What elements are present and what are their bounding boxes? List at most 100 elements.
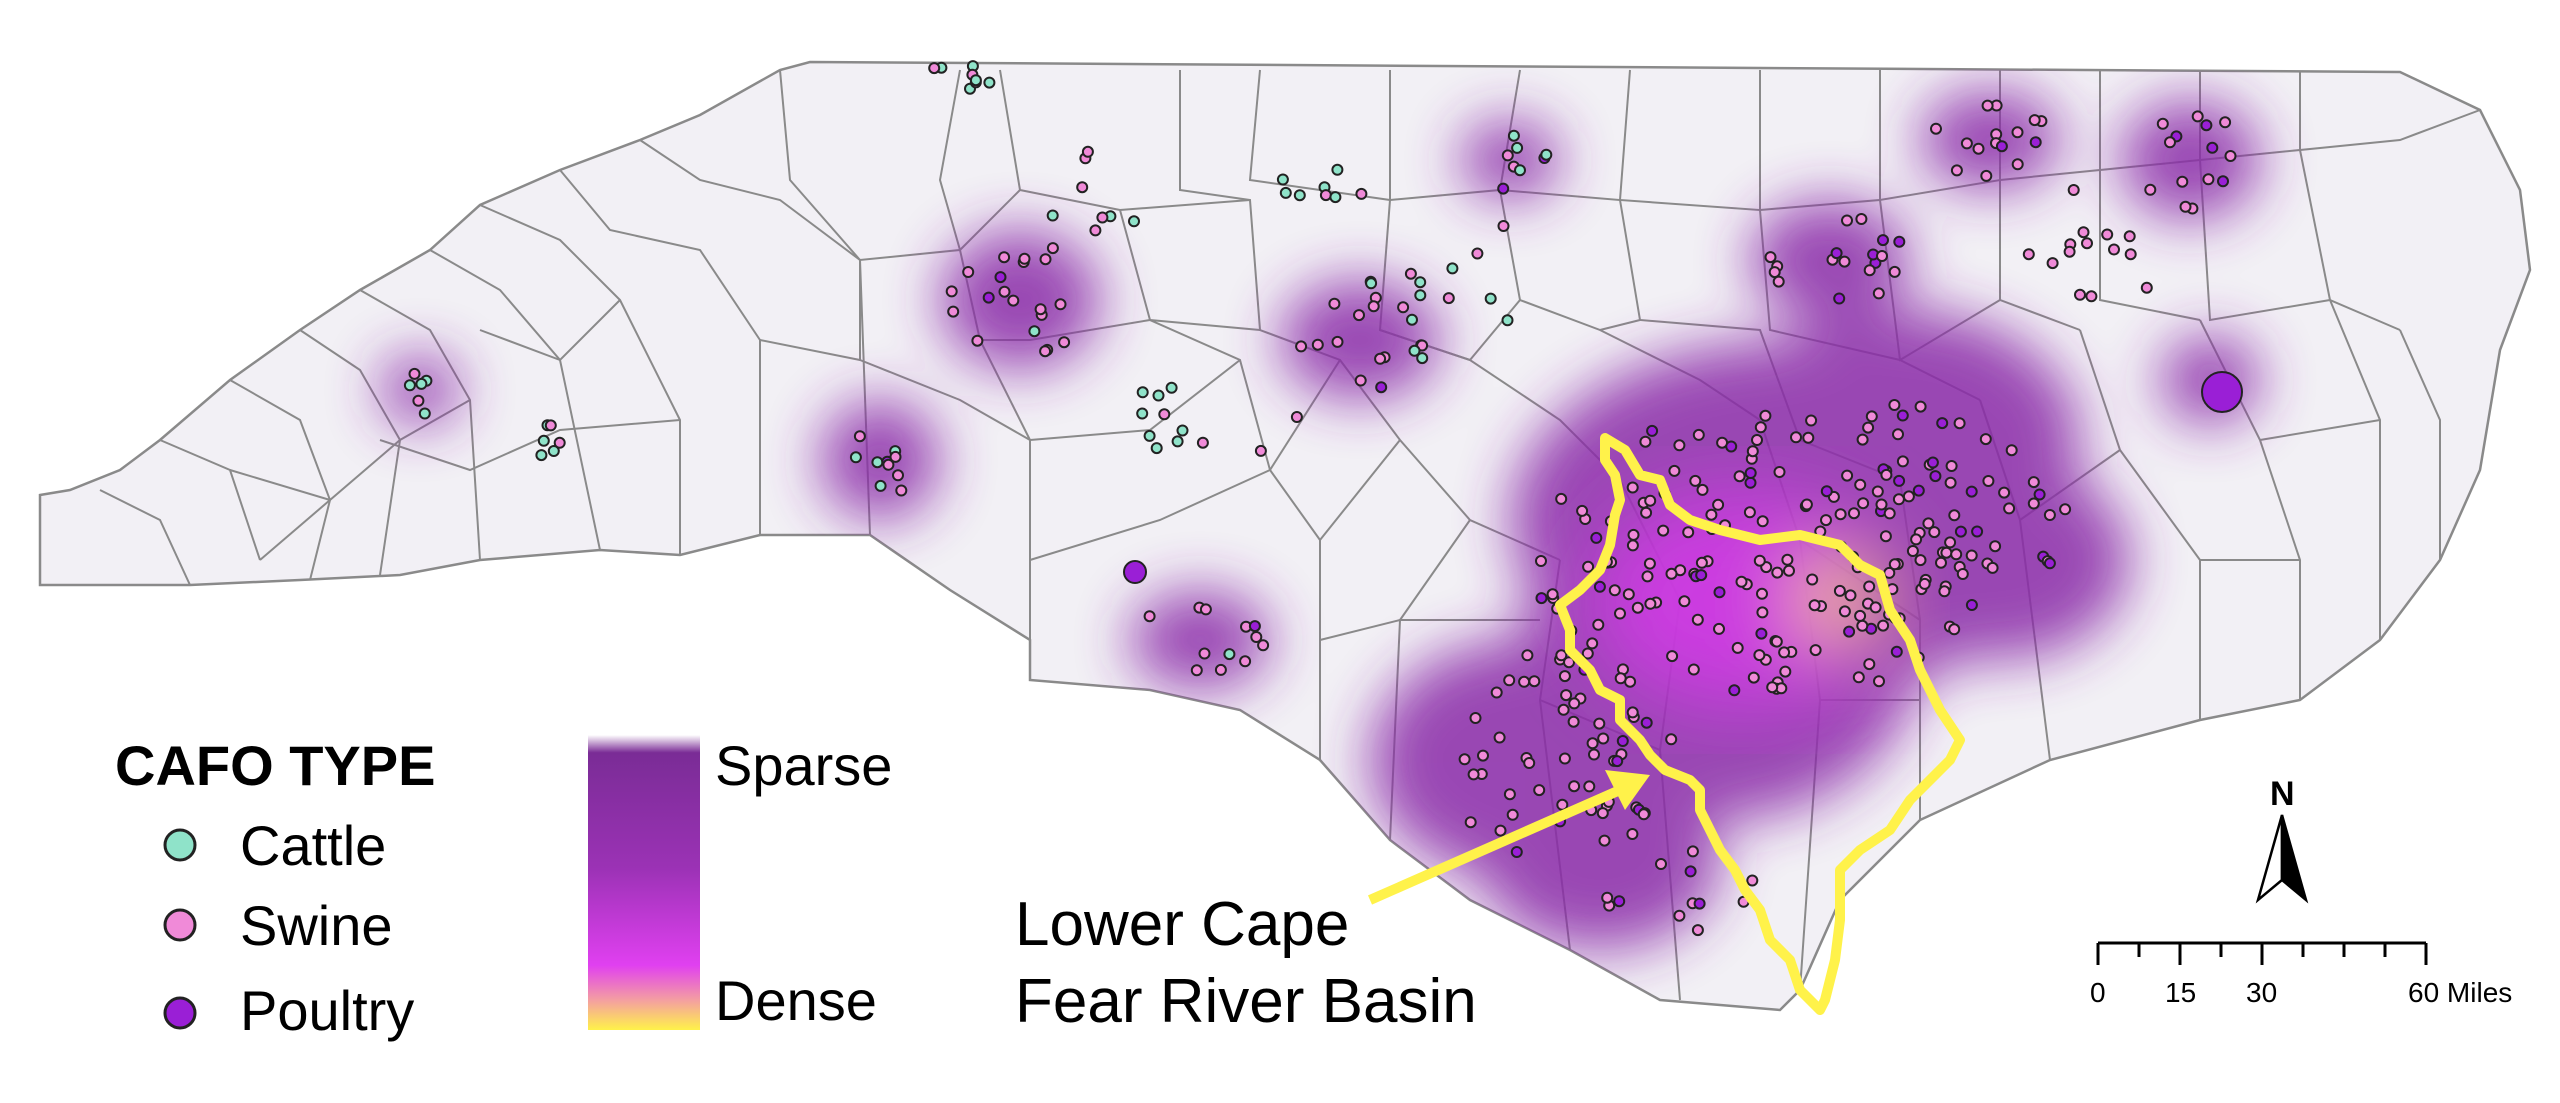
facility-point — [1995, 140, 2008, 153]
facility-point — [1756, 606, 1769, 619]
facility-point — [1555, 492, 1568, 505]
scale-tick-60-miles: 60 Miles — [2408, 977, 2512, 1008]
facility-point — [1857, 497, 1870, 510]
facility-point — [2217, 175, 2229, 188]
facility-point — [1871, 485, 1884, 498]
facility-point — [2063, 245, 2076, 258]
facility-point — [1096, 211, 1109, 224]
facility-point — [1705, 508, 1718, 521]
facility-point — [1540, 148, 1553, 161]
facility-point — [1365, 277, 1378, 290]
facility-point — [1928, 526, 1941, 539]
facility-point — [535, 449, 548, 462]
facility-point — [994, 271, 1007, 284]
facility-point — [1329, 191, 1342, 204]
facility-point — [1940, 546, 1953, 559]
facility-point — [1627, 528, 1640, 541]
facility-point — [969, 74, 982, 87]
facility-point — [2085, 290, 2098, 303]
facility-point — [1469, 712, 1482, 724]
facility-point — [1833, 584, 1846, 597]
facility-point — [1896, 409, 1909, 422]
facility-point — [1503, 674, 1516, 687]
facility-point — [1779, 665, 1792, 678]
annotation-line-2: Fear River Basin — [1015, 967, 1477, 1036]
facility-point — [1896, 455, 1909, 468]
facility-point — [1328, 297, 1341, 310]
facility-point — [1746, 445, 1759, 458]
facility-point — [1888, 265, 1901, 278]
facility-point — [1695, 556, 1708, 569]
facility-point — [1930, 122, 1942, 135]
density-dense-label: Dense — [715, 969, 877, 1032]
facility-point — [962, 266, 975, 278]
scale-tick-30: 30 — [2246, 977, 2277, 1008]
facility-point — [1893, 235, 1906, 248]
facility-point — [1039, 253, 1052, 266]
facility-point — [2067, 184, 2080, 196]
facility-point — [1546, 588, 1559, 601]
facility-point — [2011, 126, 2024, 139]
facility-point — [2101, 228, 2114, 241]
facility-point — [1888, 558, 1901, 571]
facility-point — [1503, 788, 1516, 801]
facility-point — [1497, 182, 1510, 195]
facility-point — [1176, 424, 1189, 437]
facility-point — [1477, 749, 1489, 762]
facility-point — [1879, 530, 1892, 543]
facility-point — [1639, 435, 1652, 448]
annotation-line-1: Lower Cape — [1015, 890, 1349, 959]
facility-point — [1691, 924, 1704, 937]
facility-point — [1954, 525, 1967, 538]
facility-point — [1841, 469, 1854, 482]
facility-point — [1693, 897, 1706, 910]
facility-point — [1152, 389, 1165, 402]
facility-point — [1533, 784, 1546, 797]
facility-point — [1276, 173, 1289, 186]
facility-point — [1684, 865, 1697, 878]
facility-point — [971, 334, 984, 347]
facility-point — [1521, 649, 1534, 662]
north-arrow-icon — [2255, 814, 2284, 904]
facility-point — [1665, 733, 1678, 746]
facility-point — [1535, 592, 1548, 605]
facility-point — [1926, 456, 1939, 469]
facility-point — [1354, 374, 1367, 387]
facility-point — [1588, 748, 1600, 761]
facility-point — [1770, 635, 1783, 648]
facility-point — [1279, 186, 1292, 199]
facility-point — [1644, 597, 1657, 610]
facility-point — [2156, 117, 2169, 130]
facility-point — [947, 305, 960, 318]
facility-point — [1691, 613, 1704, 626]
facility-point — [1971, 525, 1984, 538]
cafo-type-legend: CAFO TYPE Cattle Swine Poultry — [115, 734, 435, 1042]
facility-point — [1586, 737, 1599, 750]
facility-point — [1490, 686, 1503, 699]
facility-point — [1950, 548, 1963, 561]
facility-point — [2046, 257, 2059, 270]
facility-point — [1743, 506, 1756, 519]
facility-point — [1965, 599, 1978, 611]
facility-point — [1239, 655, 1252, 668]
facility-point — [1528, 675, 1541, 688]
facility-point — [1689, 474, 1702, 487]
facility-point — [1914, 400, 1927, 413]
facility-point — [2164, 136, 2176, 149]
facility-point — [537, 434, 550, 447]
facility-point — [1945, 460, 1958, 472]
facility-point — [1863, 580, 1876, 593]
facility-point — [1833, 292, 1846, 305]
facility-point — [1678, 595, 1691, 608]
facility-point — [1290, 411, 1303, 423]
facility-point — [1922, 517, 1935, 530]
facility-point — [1773, 466, 1786, 478]
scale-tick-15: 15 — [2165, 977, 2196, 1008]
facility-point — [1854, 478, 1867, 491]
facility-point — [1781, 553, 1794, 566]
facility-point — [1856, 433, 1869, 446]
facility-point — [1254, 444, 1267, 457]
facility-point — [1581, 647, 1594, 660]
facility-point — [1467, 768, 1480, 781]
facility-point — [1808, 599, 1821, 612]
